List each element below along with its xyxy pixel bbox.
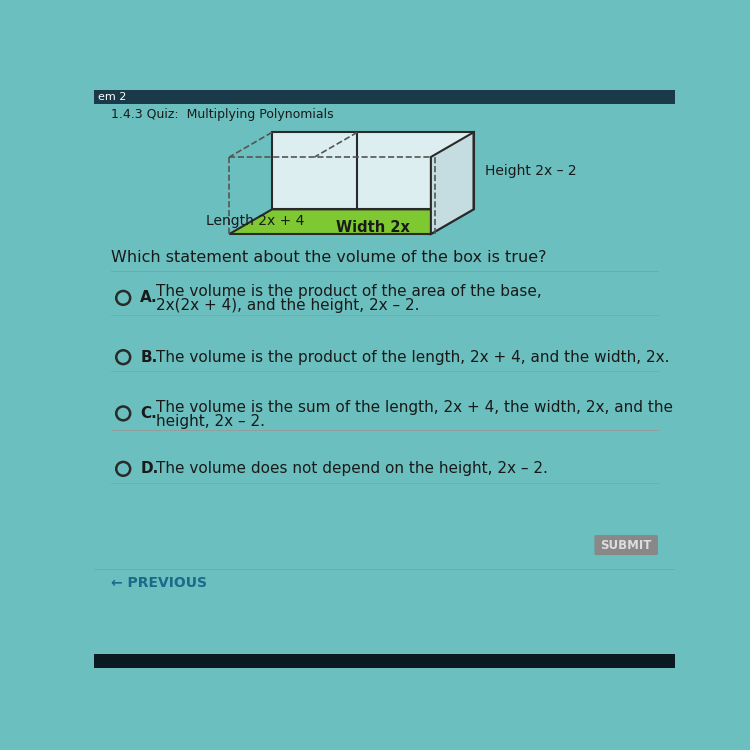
Text: em 2: em 2 (98, 92, 127, 102)
Text: A.: A. (140, 290, 158, 305)
Text: SUBMIT: SUBMIT (601, 538, 652, 551)
Text: The volume is the sum of the length, 2x + 4, the width, 2x, and the: The volume is the sum of the length, 2x … (156, 400, 673, 415)
Text: The volume is the product of the area of the base,: The volume is the product of the area of… (156, 284, 542, 299)
Polygon shape (430, 132, 473, 234)
FancyBboxPatch shape (595, 535, 658, 555)
Polygon shape (272, 132, 473, 209)
Text: Height 2x – 2: Height 2x – 2 (485, 164, 577, 178)
Bar (94, 654, 675, 668)
Text: 1.4.3 Quiz:  Multiplying Polynomials: 1.4.3 Quiz: Multiplying Polynomials (111, 108, 334, 122)
Text: 2x(2x + 4), and the height, 2x – 2.: 2x(2x + 4), and the height, 2x – 2. (156, 298, 419, 313)
Text: D.: D. (140, 461, 158, 476)
Text: The volume does not depend on the height, 2x – 2.: The volume does not depend on the height… (156, 461, 548, 476)
Text: Which statement about the volume of the box is true?: Which statement about the volume of the … (111, 250, 546, 265)
Text: Length 2x + 4: Length 2x + 4 (206, 214, 304, 228)
Text: height, 2x – 2.: height, 2x – 2. (156, 413, 265, 428)
Text: ← PREVIOUS: ← PREVIOUS (111, 576, 207, 590)
Polygon shape (230, 209, 473, 234)
Text: The volume is the product of the length, 2x + 4, and the width, 2x.: The volume is the product of the length,… (156, 350, 669, 364)
Text: C.: C. (140, 406, 157, 421)
Text: B.: B. (140, 350, 158, 364)
Bar (94, 90, 675, 104)
Text: Width 2x: Width 2x (336, 220, 410, 235)
